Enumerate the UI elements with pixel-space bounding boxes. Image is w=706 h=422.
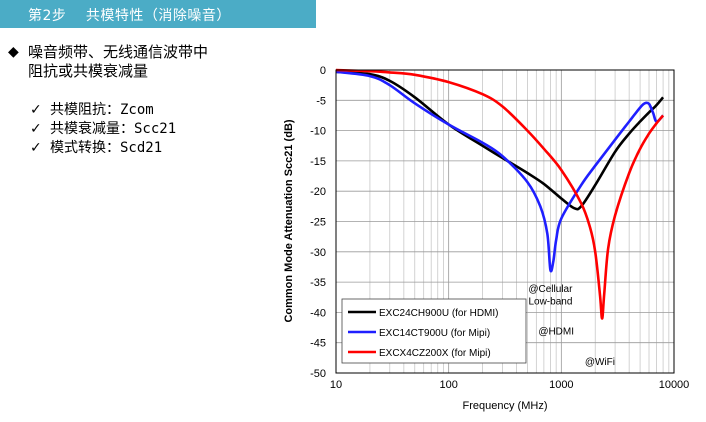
y-tick-label: -5	[316, 95, 326, 107]
x-tick-label: 1000	[549, 379, 573, 391]
sub-bullet-item: ✓ 共模衰减量：Scc21	[30, 120, 176, 139]
x-tick-label: 10	[330, 379, 342, 391]
sub-bullet-label: 共模阻抗：Zcom	[50, 102, 154, 118]
y-tick-label: -50	[310, 368, 326, 380]
y-tick-label: -15	[310, 156, 326, 168]
x-tick-label: 10000	[659, 379, 690, 391]
y-tick-label: 0	[320, 65, 326, 77]
sub-bullet-item: ✓ 模式转换：Scd21	[30, 139, 176, 158]
y-tick-label: -35	[310, 277, 326, 289]
y-axis-label: Common Mode Attenuation Scc21 (dB)	[283, 119, 295, 322]
annotation-label: @Cellular	[528, 284, 573, 295]
series-line	[335, 68, 665, 320]
sub-bullet-list: ✓ 共模阻抗：Zcom ✓ 共模衰减量：Scc21 ✓ 模式转换：Scd21	[30, 101, 176, 158]
y-tick-label: -20	[310, 186, 326, 198]
plot-frame	[335, 69, 675, 374]
sub-bullet-item: ✓ 共模阻抗：Zcom	[30, 101, 176, 120]
main-bullet: ◆ 噪音频带、无线通信波带中 阻抗或共模衰减量	[8, 43, 208, 81]
legend-label: EXCX4CZ200X (for Mipi)	[379, 348, 491, 359]
y-tick-label: -30	[310, 247, 326, 259]
x-axis-label: Frequency (MHz)	[463, 400, 548, 412]
y-tick-label: -10	[310, 126, 326, 138]
series-line	[335, 70, 665, 211]
sub-bullet-label: 模式转换：Scd21	[50, 140, 163, 156]
main-bullet-line1: 噪音频带、无线通信波带中	[28, 43, 209, 61]
main-bullet-line2: 阻抗或共模衰减量	[28, 62, 149, 80]
y-tick-label: -25	[310, 217, 326, 229]
series-line	[335, 70, 665, 273]
diamond-bullet-icon: ◆	[8, 44, 19, 60]
legend: EXC24CH900U (for HDMI) EXC14CT900U (for M…	[341, 298, 527, 364]
legend-label: EXC14CT900U (for Mipi)	[379, 328, 490, 339]
y-tick-label: -40	[310, 307, 326, 319]
series-layer	[335, 68, 665, 320]
sub-bullet-label: 共模衰减量：Scc21	[50, 121, 177, 137]
checkmark-icon: ✓	[30, 121, 42, 137]
checkmark-icon: ✓	[30, 140, 42, 156]
section-header-title: 第2步 共模特性（消除噪音）	[28, 8, 231, 24]
section-header-banner: 第2步 共模特性（消除噪音）	[0, 0, 316, 28]
legend-label: EXC24CH900U (for HDMI)	[379, 308, 498, 319]
x-tick-labels: 10 100 1000 10000	[330, 379, 689, 391]
annotation-label: @WiFi	[585, 357, 615, 368]
y-tick-label: -45	[310, 338, 326, 350]
y-tick-labels: 0 -5 -10 -15 -20 -25 -30 -35 -40 -45 -50	[310, 65, 326, 380]
annotation-label: Low-band	[528, 296, 572, 307]
x-tick-label: 100	[439, 379, 457, 391]
checkmark-icon: ✓	[30, 102, 42, 118]
annotation-label: @HDMI	[538, 327, 574, 338]
